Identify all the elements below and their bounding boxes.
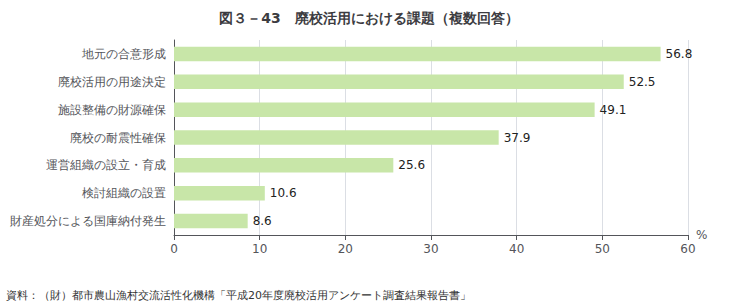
svg-text:資料：（財）都市農山漁村交流活性化機構「平成20年度廃校活用: 資料：（財）都市農山漁村交流活性化機構「平成20年度廃校活用アンケート調査結果報… [6, 289, 471, 302]
svg-text:廃校活用の用途決定: 廃校活用の用途決定 [58, 75, 166, 89]
svg-text:地元の合意形成: 地元の合意形成 [81, 47, 166, 61]
svg-text:20: 20 [338, 242, 353, 256]
svg-text:60: 60 [680, 242, 695, 256]
svg-text:8.6: 8.6 [253, 214, 272, 228]
svg-text:10: 10 [252, 242, 267, 256]
svg-text:25.6: 25.6 [398, 158, 425, 172]
svg-text:40: 40 [509, 242, 524, 256]
svg-text:10.6: 10.6 [270, 186, 297, 200]
svg-text:56.8: 56.8 [666, 47, 693, 61]
svg-text:50: 50 [595, 242, 610, 256]
svg-text:49.1: 49.1 [600, 103, 627, 117]
svg-text:施設整備の財源確保: 施設整備の財源確保 [58, 103, 166, 117]
svg-text:図３－43 廃校活用における課題（複数回答）: 図３－43 廃校活用における課題（複数回答） [219, 10, 518, 26]
svg-text:検討組織の設置: 検討組織の設置 [82, 186, 166, 200]
svg-text:廃校の耐震性確保: 廃校の耐震性確保 [70, 131, 166, 145]
svg-text:財産処分による国庫納付発生: 財産処分による国庫納付発生 [10, 214, 166, 228]
svg-text:52.5: 52.5 [629, 75, 656, 89]
svg-text:0: 0 [170, 242, 178, 256]
svg-text:30: 30 [423, 242, 438, 256]
svg-text:37.9: 37.9 [504, 131, 531, 145]
svg-text:%: % [696, 228, 707, 242]
svg-text:運営組織の設立・育成: 運営組織の設立・育成 [46, 158, 166, 172]
